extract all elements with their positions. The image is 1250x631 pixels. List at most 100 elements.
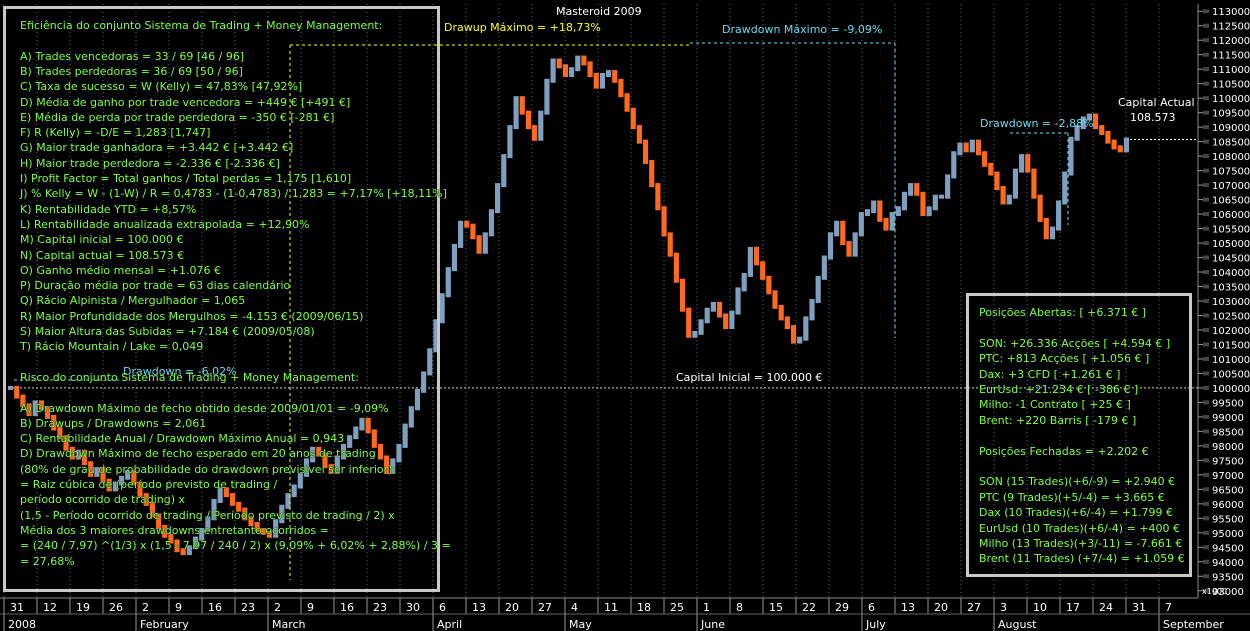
y-tick-label: 108500 (1212, 138, 1250, 149)
x-axis-band (0, 599, 1250, 631)
equity-bar (482, 232, 488, 254)
equity-bar (316, 446, 322, 457)
equity-bar (797, 336, 803, 344)
equity-bar (322, 452, 328, 469)
equity-bar (310, 446, 316, 463)
y-tick-marker (1203, 183, 1209, 188)
equity-bar (174, 539, 180, 553)
x-day-label: 27 (967, 601, 981, 614)
x-month-label: February (140, 618, 189, 631)
y-tick-label: 104500 (1212, 254, 1250, 265)
equity-bar (1025, 154, 1031, 173)
equity-bar (291, 484, 297, 498)
y-tick-marker (1203, 255, 1209, 260)
equity-bar (975, 139, 982, 156)
y-tick-marker (1203, 299, 1209, 303)
equity-bar (94, 467, 100, 477)
x-day-label: 16 (208, 601, 222, 614)
equity-bar (926, 206, 932, 217)
equity-bar (821, 255, 827, 280)
x-day-label: 9 (175, 601, 182, 614)
equity-bar (920, 191, 926, 217)
equity-bar (507, 125, 513, 159)
x-day-label: 7 (1165, 601, 1172, 614)
equity-bar (211, 498, 217, 521)
equity-bar (883, 217, 889, 231)
y-tick-label: 95000 (1212, 529, 1244, 540)
equity-bar (575, 55, 581, 72)
y-tick-marker (1203, 168, 1209, 173)
panel-line: A) Drawdown Máximo de fecho obtido desde… (20, 401, 389, 415)
equity-bar (421, 371, 427, 393)
x-day-label: 6 (439, 601, 446, 614)
equity-bar (242, 507, 248, 521)
equity-bar (1099, 125, 1105, 135)
y-tick-marker (1203, 501, 1209, 506)
y-tick-label: 111000 (1212, 65, 1250, 76)
equity-bar (642, 139, 649, 164)
equity-bar (131, 469, 137, 486)
panel-line: Posições Fechadas = +2.202 € (979, 444, 1149, 458)
x-day-label: 24 (1099, 601, 1113, 614)
equity-bar (723, 313, 729, 330)
panel-line: H) Maior trade perdedora = -2.336 € [-2.… (20, 156, 280, 170)
y-tick-marker (1203, 429, 1209, 434)
equity-bar (1043, 217, 1049, 240)
y-tick-label: 106500 (1212, 196, 1250, 207)
y-tick-label: 110000 (1212, 94, 1250, 105)
equity-bar (340, 443, 347, 460)
equity-bar (525, 110, 532, 130)
y-tick-label: 102500 (1212, 311, 1250, 322)
x-day-label: 11 (604, 601, 618, 614)
x-day-label: 13 (901, 601, 915, 614)
x-day-label: 12 (43, 601, 57, 614)
y-tick-marker (1203, 270, 1209, 275)
equity-bar (1086, 113, 1093, 121)
panel-line: S) Maior Altura das Subidas = +7.184 € (… (20, 325, 315, 338)
equity-bar (667, 232, 673, 257)
y-tick-label: 99500 (1212, 398, 1244, 409)
equity-bar (1062, 171, 1068, 205)
y-tick-marker (1203, 67, 1209, 72)
equity-bar (390, 458, 396, 474)
equity-bar (969, 139, 975, 153)
equity-bar (938, 194, 945, 199)
equity-bar (495, 183, 501, 214)
panel-line: B) Trades perdedoras = 36 / 69 [50 / 96] (20, 64, 243, 78)
y-tick-label: 102000 (1212, 326, 1250, 337)
panel-line: M) Capital inicial = 100.000 € (20, 233, 184, 247)
panel-line: PTC: +813 Acções [ +1.056 € ] (979, 352, 1150, 366)
panel-line: P) Duração média por trade = 63 dias cal… (20, 279, 291, 293)
y-tick-label: 98500 (1212, 427, 1244, 438)
equity-bar (365, 417, 371, 434)
y-tick-label: 101500 (1212, 340, 1250, 351)
equity-bar (100, 467, 106, 483)
x-day-label: 26 (109, 601, 123, 614)
y-tick-label: 96500 (1212, 485, 1244, 496)
equity-bar (408, 406, 414, 428)
equity-bar (877, 200, 883, 222)
equity-bar (32, 400, 38, 417)
y-tick-marker (1203, 385, 1209, 390)
equity-bar (834, 220, 840, 237)
equity-bar (396, 443, 402, 463)
equity-bar (285, 493, 291, 509)
x-day-label: 30 (406, 601, 420, 614)
equity-bar (57, 426, 63, 440)
panel-line: J) % Kelly = W - (1-W) / R = 0,4783 - (1… (20, 187, 447, 201)
x-day-label: 31 (10, 601, 24, 614)
equity-bar (649, 159, 655, 188)
equity-bar (75, 449, 81, 460)
equity-bar (433, 319, 439, 353)
equity-bar (951, 151, 957, 179)
x-day-label: 22 (802, 601, 816, 614)
equity-bar (636, 125, 642, 144)
equity-bar (784, 316, 790, 330)
equity-bar (840, 220, 846, 246)
panel-line: G) Maior trade ganhadora = +3.442 € [+3.… (20, 141, 294, 155)
equity-bar (279, 504, 285, 524)
equity-bar (729, 310, 735, 330)
y-tick-label: 103500 (1212, 283, 1250, 294)
panel-line: = 27,68% (20, 554, 75, 568)
equity-bar (26, 403, 32, 417)
